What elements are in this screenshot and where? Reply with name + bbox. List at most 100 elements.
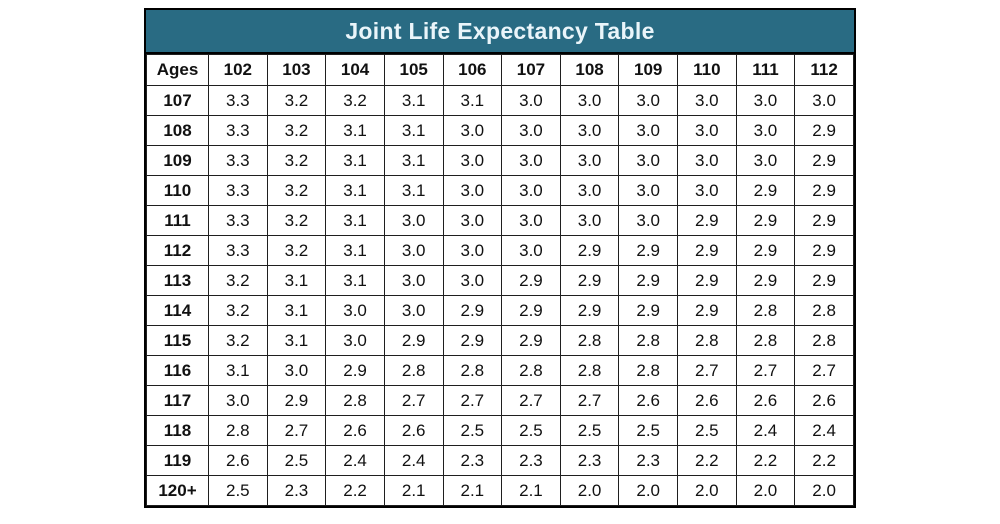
expectancy-cell: 2.9 xyxy=(501,295,561,326)
expectancy-cell: 3.0 xyxy=(383,235,444,266)
expectancy-cell: 3.0 xyxy=(383,295,444,326)
expectancy-cell: 2.9 xyxy=(794,115,854,146)
expectancy-cell: 2.0 xyxy=(735,475,796,506)
table-row: 109 3.3 3.2 3.1 3.1 3.0 3.0 3.0 3.0 3.0 3.0 2.9 xyxy=(146,145,854,176)
expectancy-cell: 2.9 xyxy=(735,175,796,206)
expectancy-cell: 2.1 xyxy=(442,475,503,506)
expectancy-cell: 2.2 xyxy=(677,445,737,476)
row-header-age: 108 xyxy=(146,115,209,146)
expectancy-cell: 3.0 xyxy=(618,85,678,116)
table-row: 107 3.3 3.2 3.2 3.1 3.1 3.0 3.0 3.0 3.0 3.0 3.0 xyxy=(146,85,854,116)
expectancy-cell: 3.0 xyxy=(442,205,503,236)
expectancy-cell: 3.0 xyxy=(735,115,796,146)
expectancy-cell: 3.1 xyxy=(383,175,444,206)
expectancy-cell: 3.0 xyxy=(559,115,620,146)
expectancy-cell: 3.1 xyxy=(208,355,268,386)
expectancy-cell: 3.3 xyxy=(208,205,268,236)
table-row: 108 3.3 3.2 3.1 3.1 3.0 3.0 3.0 3.0 3.0 3.0 2.9 xyxy=(146,115,854,146)
table-row: 119 2.6 2.5 2.4 2.4 2.3 2.3 2.3 2.3 2.2 2.2 2.2 xyxy=(146,445,854,476)
expectancy-cell: 2.8 xyxy=(501,355,561,386)
expectancy-cell: 3.0 xyxy=(501,205,561,236)
expectancy-cell: 3.0 xyxy=(266,355,327,386)
expectancy-cell: 2.1 xyxy=(383,475,444,506)
expectancy-cell: 2.8 xyxy=(559,325,620,356)
expectancy-cell: 2.7 xyxy=(794,355,854,386)
expectancy-cell: 3.1 xyxy=(325,265,385,296)
expectancy-cell: 3.0 xyxy=(501,235,561,266)
row-header-age: 111 xyxy=(146,205,209,236)
expectancy-cell: 2.7 xyxy=(735,355,796,386)
expectancy-cell: 3.1 xyxy=(383,85,444,116)
expectancy-cell: 2.0 xyxy=(618,475,678,506)
expectancy-cell: 2.9 xyxy=(618,265,678,296)
expectancy-cell: 2.6 xyxy=(618,385,678,416)
expectancy-cell: 3.1 xyxy=(266,265,327,296)
expectancy-cell: 2.9 xyxy=(735,265,796,296)
table-row: 113 3.2 3.1 3.1 3.0 3.0 2.9 2.9 2.9 2.9 2.9 2.9 xyxy=(146,265,854,296)
expectancy-cell: 2.5 xyxy=(559,415,620,446)
row-header-age: 116 xyxy=(146,355,209,386)
expectancy-cell: 2.4 xyxy=(794,415,854,446)
expectancy-cell: 3.1 xyxy=(325,115,385,146)
expectancy-cell: 2.8 xyxy=(442,355,503,386)
expectancy-cell: 3.0 xyxy=(618,115,678,146)
expectancy-cell: 2.6 xyxy=(735,385,796,416)
col-header-age-102: 102 xyxy=(208,54,268,86)
expectancy-cell: 2.8 xyxy=(735,325,796,356)
col-header-age-111: 111 xyxy=(735,54,796,86)
col-header-age-107: 107 xyxy=(501,54,561,86)
expectancy-cell: 2.7 xyxy=(677,355,737,386)
table-row: 110 3.3 3.2 3.1 3.1 3.0 3.0 3.0 3.0 3.0 2.9 2.9 xyxy=(146,175,854,206)
expectancy-cell: 2.9 xyxy=(559,265,620,296)
expectancy-cell: 2.7 xyxy=(442,385,503,416)
expectancy-cell: 3.0 xyxy=(442,235,503,266)
expectancy-cell: 2.9 xyxy=(618,235,678,266)
row-header-age: 110 xyxy=(146,175,209,206)
row-header-age: 109 xyxy=(146,145,209,176)
expectancy-cell: 2.9 xyxy=(735,235,796,266)
expectancy-cell: 2.9 xyxy=(794,235,854,266)
expectancy-cell: 2.8 xyxy=(325,385,385,416)
expectancy-cell: 3.2 xyxy=(266,235,327,266)
expectancy-cell: 2.6 xyxy=(325,415,385,446)
expectancy-cell: 2.3 xyxy=(501,445,561,476)
expectancy-cell: 2.9 xyxy=(442,295,503,326)
expectancy-cell: 2.3 xyxy=(442,445,503,476)
expectancy-cell: 3.0 xyxy=(677,175,737,206)
row-header-age: 119 xyxy=(146,445,209,476)
expectancy-cell: 2.9 xyxy=(677,265,737,296)
expectancy-cell: 2.5 xyxy=(208,475,268,506)
expectancy-cell: 2.8 xyxy=(383,355,444,386)
expectancy-cell: 3.1 xyxy=(325,175,385,206)
expectancy-cell: 2.7 xyxy=(266,415,327,446)
col-header-ages: Ages xyxy=(146,54,209,86)
expectancy-cell: 3.0 xyxy=(677,115,737,146)
expectancy-cell: 2.9 xyxy=(501,265,561,296)
expectancy-cell: 2.9 xyxy=(794,205,854,236)
expectancy-cell: 3.0 xyxy=(325,325,385,356)
expectancy-cell: 2.8 xyxy=(618,325,678,356)
expectancy-cell: 3.0 xyxy=(383,205,444,236)
expectancy-cell: 2.8 xyxy=(794,325,854,356)
expectancy-cell: 2.4 xyxy=(325,445,385,476)
expectancy-cell: 2.9 xyxy=(325,355,385,386)
expectancy-cell: 3.0 xyxy=(442,115,503,146)
joint-life-expectancy-table: Joint Life Expectancy Table Ages 102 103 10… xyxy=(144,8,856,508)
expectancy-cell: 3.0 xyxy=(559,205,620,236)
expectancy-cell: 3.1 xyxy=(325,145,385,176)
expectancy-cell: 3.0 xyxy=(325,295,385,326)
table-row: 111 3.3 3.2 3.1 3.0 3.0 3.0 3.0 3.0 2.9 2.9 2.9 xyxy=(146,205,854,236)
expectancy-cell: 2.9 xyxy=(735,205,796,236)
row-header-age: 120+ xyxy=(146,475,209,506)
expectancy-cell: 2.5 xyxy=(266,445,327,476)
expectancy-cell: 2.0 xyxy=(677,475,737,506)
expectancy-cell: 3.0 xyxy=(559,145,620,176)
expectancy-cell: 3.0 xyxy=(501,85,561,116)
row-header-age: 107 xyxy=(146,85,209,116)
col-header-age-104: 104 xyxy=(325,54,385,86)
expectancy-cell: 3.0 xyxy=(618,145,678,176)
expectancy-cell: 2.6 xyxy=(208,445,268,476)
expectancy-cell: 2.9 xyxy=(794,175,854,206)
expectancy-cell: 3.2 xyxy=(208,295,268,326)
expectancy-cell: 3.2 xyxy=(325,85,385,116)
